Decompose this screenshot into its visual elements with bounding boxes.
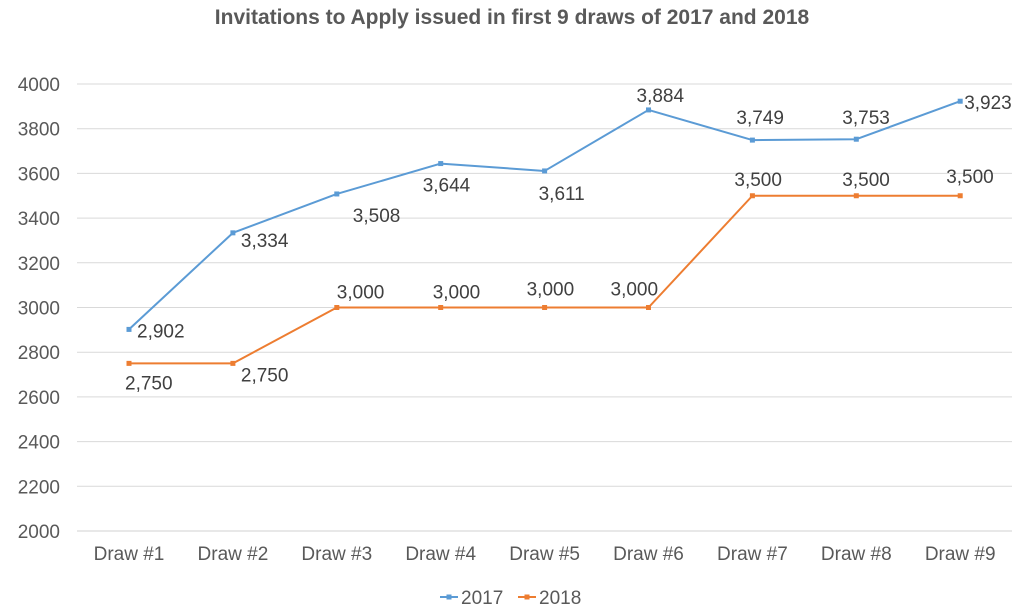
data-label: 3,500 bbox=[842, 170, 890, 191]
data-point bbox=[230, 230, 236, 236]
data-point bbox=[749, 137, 755, 143]
y-tick-label: 2600 bbox=[18, 388, 60, 409]
data-label: 3,000 bbox=[433, 283, 481, 304]
chart-title: Invitations to Apply issued in first 9 d… bbox=[214, 6, 810, 29]
y-tick-label: 3400 bbox=[18, 209, 60, 230]
x-tick-label: Draw #4 bbox=[405, 544, 476, 565]
data-point bbox=[334, 305, 340, 310]
data-label: 3,000 bbox=[337, 283, 385, 304]
y-tick-label: 3800 bbox=[18, 120, 60, 141]
x-tick-label: Draw #1 bbox=[94, 544, 165, 565]
y-tick-label: 3600 bbox=[18, 164, 60, 185]
data-label: 3,000 bbox=[527, 280, 575, 301]
legend-label: 2017 bbox=[461, 588, 503, 609]
x-tick-label: Draw #6 bbox=[613, 544, 684, 565]
y-tick-label: 3200 bbox=[18, 254, 60, 275]
legend: 2017 2018 bbox=[440, 588, 581, 609]
data-label: 3,753 bbox=[842, 108, 890, 129]
data-point bbox=[334, 191, 340, 197]
data-point bbox=[126, 360, 132, 366]
data-point bbox=[749, 193, 755, 199]
data-point bbox=[438, 305, 444, 310]
x-tick-label: Draw #5 bbox=[509, 544, 580, 565]
y-tick-label: 4000 bbox=[18, 75, 60, 96]
series-2017: 2,902 3,334 3,508 3,644 3,611 3,884 3,749 3,753… bbox=[126, 86, 1012, 342]
y-axis-ticks: 2000 2200 2400 2600 2800 3000 3200 3400 3600 3800… bbox=[18, 75, 60, 543]
y-tick-label: 2000 bbox=[18, 522, 60, 543]
data-point bbox=[126, 326, 132, 332]
y-tick-label: 2200 bbox=[18, 477, 60, 498]
x-axis-ticks: Draw #1 Draw #2 Draw #3 Draw #4 Draw #5 Draw … bbox=[94, 544, 996, 565]
x-tick-label: Draw #3 bbox=[301, 544, 372, 565]
data-point bbox=[542, 305, 548, 310]
data-label: 3,611 bbox=[539, 184, 585, 205]
x-tick-label: Draw #9 bbox=[925, 544, 996, 565]
data-label: 3,644 bbox=[423, 176, 471, 197]
legend-swatch-marker bbox=[524, 594, 530, 600]
data-point bbox=[853, 136, 859, 142]
series-2018: 2,750 2,750 3,000 3,000 3,000 3,000 3,500 3,500… bbox=[125, 167, 994, 395]
legend-swatch-marker bbox=[446, 594, 452, 600]
y-tick-label: 2400 bbox=[18, 433, 60, 454]
data-label: 3,749 bbox=[736, 108, 784, 129]
y-tick-label: 2800 bbox=[18, 343, 60, 364]
data-point bbox=[853, 193, 859, 199]
data-label: 3,884 bbox=[637, 86, 685, 107]
data-point bbox=[646, 305, 651, 310]
y-tick-label: 3000 bbox=[18, 299, 60, 320]
data-label: 2,750 bbox=[241, 365, 289, 386]
data-point bbox=[230, 360, 236, 366]
data-point bbox=[542, 168, 548, 174]
data-label: 2,902 bbox=[137, 321, 185, 342]
data-point bbox=[646, 107, 651, 113]
x-tick-label: Draw #7 bbox=[717, 544, 788, 565]
data-label: 3,923 bbox=[964, 93, 1012, 114]
data-label: 2,750 bbox=[125, 373, 173, 394]
data-point bbox=[438, 161, 444, 167]
x-tick-label: Draw #8 bbox=[821, 544, 892, 565]
data-point bbox=[957, 98, 963, 104]
legend-label: 2018 bbox=[539, 588, 581, 609]
x-tick-label: Draw #2 bbox=[198, 544, 269, 565]
data-label: 3,000 bbox=[611, 280, 659, 301]
data-label: 3,500 bbox=[734, 170, 782, 191]
data-point bbox=[957, 193, 963, 199]
data-label: 3,508 bbox=[353, 206, 401, 227]
data-label: 3,334 bbox=[241, 231, 289, 252]
data-label: 3,500 bbox=[946, 167, 994, 188]
